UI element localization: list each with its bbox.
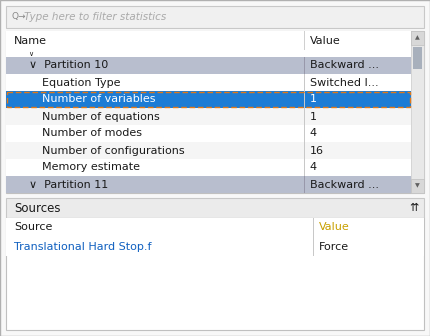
Text: ∨: ∨: [28, 51, 33, 57]
Text: 4: 4: [310, 163, 317, 172]
Text: ▲: ▲: [415, 36, 420, 41]
Text: Q→: Q→: [11, 12, 25, 22]
Bar: [313, 237, 314, 256]
Text: Backward ...: Backward ...: [310, 179, 379, 190]
Text: Type here to filter statistics: Type here to filter statistics: [24, 12, 166, 22]
Bar: [413, 47, 422, 69]
Bar: [6, 142, 411, 159]
Bar: [304, 57, 305, 74]
Text: ∨  Partition 11: ∨ Partition 11: [22, 179, 108, 190]
Bar: [304, 74, 305, 91]
Text: Source: Source: [14, 222, 52, 233]
Text: Number of configurations: Number of configurations: [42, 145, 184, 156]
Text: Number of variables: Number of variables: [42, 94, 156, 104]
Text: Equation Type: Equation Type: [42, 78, 120, 87]
Text: 16: 16: [310, 145, 324, 156]
Bar: [6, 108, 411, 125]
Bar: [7, 92, 410, 107]
Bar: [6, 74, 411, 91]
Bar: [411, 179, 424, 193]
Bar: [6, 31, 424, 193]
Bar: [6, 49, 411, 50]
Text: Translational Hard Stop.f: Translational Hard Stop.f: [14, 242, 151, 252]
Bar: [313, 218, 314, 237]
Bar: [6, 218, 424, 237]
Bar: [6, 237, 424, 256]
Bar: [6, 141, 411, 142]
Bar: [6, 6, 424, 28]
Bar: [6, 31, 411, 50]
Text: Switched I...: Switched I...: [310, 78, 378, 87]
Text: Sources: Sources: [14, 202, 61, 214]
Bar: [411, 31, 424, 45]
Bar: [304, 91, 305, 108]
Text: ⇈: ⇈: [410, 203, 419, 213]
Text: Value: Value: [310, 36, 341, 45]
Bar: [6, 159, 411, 176]
Text: Memory estimate: Memory estimate: [42, 163, 140, 172]
Bar: [304, 142, 305, 159]
Bar: [6, 90, 411, 91]
Text: 1: 1: [310, 112, 316, 122]
Bar: [6, 176, 411, 193]
Text: Number of equations: Number of equations: [42, 112, 160, 122]
Text: Backward ...: Backward ...: [310, 60, 379, 71]
Text: 1: 1: [310, 94, 316, 104]
Text: Force: Force: [319, 242, 349, 252]
Bar: [6, 198, 424, 218]
Bar: [304, 176, 305, 193]
Text: Number of modes: Number of modes: [42, 128, 142, 138]
Bar: [411, 31, 424, 193]
Bar: [6, 125, 411, 142]
Text: 4: 4: [310, 128, 317, 138]
Bar: [304, 125, 305, 142]
Bar: [304, 108, 305, 125]
Text: Value: Value: [319, 222, 350, 233]
Text: ▼: ▼: [415, 183, 420, 188]
Bar: [304, 31, 305, 50]
Bar: [6, 57, 411, 74]
Text: ∨  Partition 10: ∨ Partition 10: [22, 60, 108, 71]
Bar: [6, 218, 424, 330]
Bar: [6, 91, 411, 108]
Bar: [6, 175, 411, 176]
Text: Name: Name: [14, 36, 47, 45]
Bar: [6, 50, 411, 57]
Bar: [304, 159, 305, 176]
